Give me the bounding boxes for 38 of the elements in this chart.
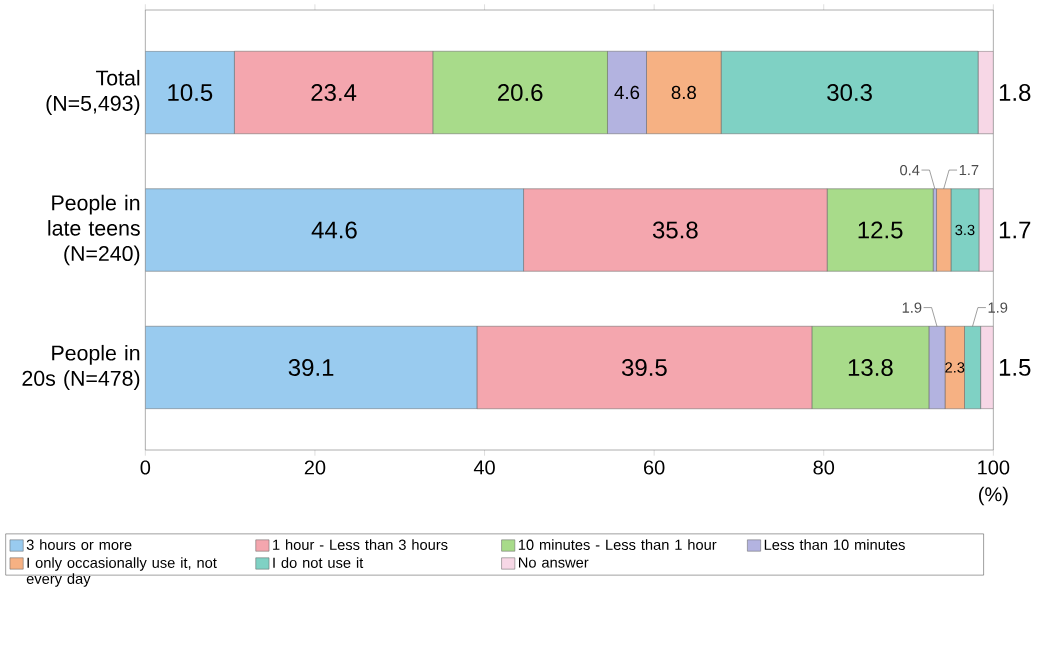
data-label: 8.8 [671, 85, 696, 100]
legend-label: Less than 10 minutes [764, 539, 905, 550]
data-label: 35.8 [652, 221, 698, 239]
data-label: 3.3 [955, 224, 975, 236]
legend-label: I only occasionally use it, not every day [26, 557, 217, 587]
x-axis-title: (%) [979, 486, 1008, 506]
x-tick-label: 60 [644, 460, 665, 475]
x-tick-label: 0 [140, 460, 151, 475]
y-tick-label: Total (N=5,493) [46, 69, 140, 116]
data-label: 30.3 [827, 83, 872, 101]
legend-label: 3 hours or more [26, 539, 132, 550]
y-tick-label: People in late teens (N=240) [48, 194, 140, 266]
x-tick-label: 100 [978, 460, 1010, 475]
x-tick-label: 80 [813, 460, 835, 475]
legend-label: 1 hour - Less than 3 hours [273, 539, 448, 550]
data-label: 12.5 [858, 221, 903, 239]
data-label: 1.8 [999, 83, 1031, 101]
legend-label: I do not use it [273, 557, 364, 568]
data-label: 4.6 [614, 85, 640, 100]
x-tick-label: 40 [473, 460, 495, 475]
data-label: 39.1 [288, 358, 334, 376]
data-label: 2.3 [945, 362, 965, 373]
data-label: 1.7 [999, 221, 1031, 239]
data-label: 39.5 [621, 358, 667, 376]
data-label: 1.9 [902, 302, 922, 313]
data-label: 1.5 [999, 359, 1031, 376]
y-tick-label: People in 20s (N=478) [22, 344, 140, 391]
data-label: 20.6 [498, 83, 543, 101]
data-label: 1.9 [988, 302, 1008, 313]
data-label: 0.4 [900, 164, 920, 176]
data-label: 44.6 [311, 221, 357, 239]
legend-label: 10 minutes - Less than 1 hour [518, 539, 717, 550]
data-label: 13.8 [848, 358, 893, 376]
legend-label: No answer [519, 557, 589, 568]
x-tick-label: 20 [304, 460, 326, 475]
data-label: 10.5 [168, 83, 213, 101]
data-label: 1.7 [959, 165, 979, 176]
data-label: 23.4 [311, 83, 357, 101]
